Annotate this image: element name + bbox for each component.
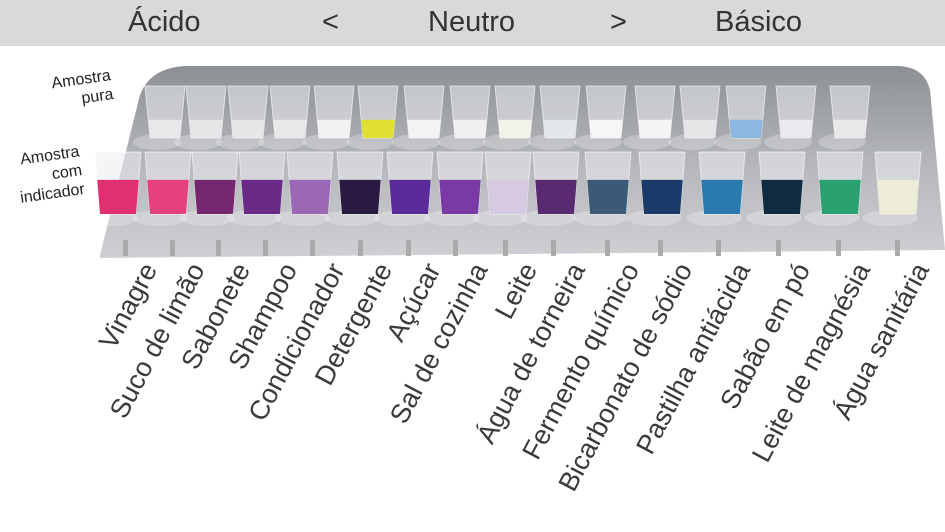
- label-tick: [170, 240, 175, 256]
- greater-than-sign: >: [610, 6, 627, 38]
- pure-sample-cup-liquid: [189, 119, 223, 138]
- pure-sample-cup: [818, 85, 871, 150]
- pure-sample-cup-liquid: [498, 119, 532, 138]
- pure-sample-cup-liquid: [683, 119, 717, 138]
- pure-sample-cup: [302, 85, 355, 150]
- indicator-sample-cup: [274, 151, 334, 226]
- indicator-sample-cup-liquid: [819, 179, 861, 214]
- pure-sample-cup-liquid: [361, 119, 395, 138]
- label-tick: [716, 240, 721, 256]
- indicator-sample-cup-liquid: [761, 179, 803, 214]
- label-tick: [658, 240, 663, 256]
- indicator-sample-cup: [626, 151, 686, 226]
- label-tick: [406, 240, 411, 256]
- indicator-sample-cup-liquid: [587, 179, 629, 214]
- row-label-indicator: Amostra com indicador: [19, 143, 86, 207]
- label-tick: [836, 240, 841, 256]
- pure-sample-cup-liquid: [231, 119, 265, 138]
- label-tick: [605, 240, 610, 256]
- indicator-sample-cup-liquid: [487, 179, 529, 214]
- ph-scale-bar: Ácido < Neutro > Básico: [0, 0, 945, 46]
- pure-sample-cup-liquid: [317, 119, 351, 138]
- pure-sample-cup: [764, 85, 817, 150]
- indicator-sample-cup-liquid: [339, 179, 381, 214]
- label-tick: [263, 240, 268, 256]
- pure-sample-cup-liquid: [833, 119, 867, 138]
- indicator-sample-cup-liquid: [701, 179, 743, 214]
- basic-label: Básico: [715, 6, 803, 38]
- indicator-sample-cup-liquid: [97, 179, 139, 214]
- pure-sample-cup-liquid: [589, 119, 623, 138]
- indicator-sample-cup-liquid: [389, 179, 431, 214]
- indicator-sample-cup-liquid: [289, 179, 331, 214]
- pure-sample-cup: [174, 85, 227, 150]
- pure-sample-cup-liquid: [148, 119, 182, 138]
- indicator-sample-cup: [804, 151, 864, 226]
- label-tick: [503, 240, 508, 256]
- pure-sample-cup: [216, 85, 269, 150]
- pure-sample-cup: [133, 85, 186, 150]
- pure-sample-cup-liquid: [638, 119, 672, 138]
- indicator-sample-cup: [862, 151, 922, 226]
- indicator-sample-cup: [746, 151, 806, 226]
- label-tick: [895, 240, 900, 256]
- pure-sample-cup-liquid: [543, 119, 577, 138]
- pure-sample-cup: [392, 85, 445, 150]
- indicator-sample-cup: [82, 151, 142, 226]
- indicator-sample-cup-liquid: [877, 179, 919, 214]
- pure-sample-cup-liquid: [779, 119, 813, 138]
- pure-sample-cup-liquid: [273, 119, 307, 138]
- pure-sample-cup: [714, 85, 767, 150]
- indicator-sample-cup-liquid: [147, 179, 189, 214]
- indicator-sample-cup: [132, 151, 192, 226]
- label-tick: [216, 240, 221, 256]
- neutral-label: Neutro: [428, 6, 516, 38]
- indicator-sample-cup: [324, 151, 384, 226]
- less-than-sign: <: [322, 6, 339, 38]
- indicator-sample-cup-liquid: [194, 179, 236, 214]
- indicator-sample-cup: [686, 151, 746, 226]
- indicator-sample-cup-liquid: [641, 179, 683, 214]
- acid-label: Ácido: [128, 6, 201, 38]
- indicator-sample-cup: [226, 151, 286, 226]
- indicator-sample-cup-liquid: [439, 179, 481, 214]
- pure-sample-cup-liquid: [453, 119, 487, 138]
- pure-sample-cup: [528, 85, 581, 150]
- indicator-sample-cup: [179, 151, 239, 226]
- label-tick: [551, 240, 556, 256]
- indicator-sample-cup-liquid: [241, 179, 283, 214]
- indicator-sample-cup: [472, 151, 532, 226]
- label-tick: [453, 240, 458, 256]
- pure-sample-cup: [574, 85, 627, 150]
- pure-sample-cup: [258, 85, 311, 150]
- label-tick: [123, 240, 128, 256]
- label-tick: [358, 240, 363, 256]
- indicator-sample-cup: [520, 151, 580, 226]
- pure-sample-cup: [346, 85, 399, 150]
- pure-sample-cup: [668, 85, 721, 150]
- pure-sample-cup-liquid: [407, 119, 441, 138]
- indicator-sample-cup: [374, 151, 434, 226]
- pure-sample-cup: [438, 85, 491, 150]
- pure-sample-cup-liquid: [729, 119, 763, 138]
- indicator-sample-cup: [424, 151, 484, 226]
- pure-sample-cup: [483, 85, 536, 150]
- pure-sample-cup: [623, 85, 676, 150]
- indicator-sample-cup-liquid: [535, 179, 577, 214]
- label-tick: [776, 240, 781, 256]
- indicator-sample-cup: [572, 151, 632, 226]
- label-tick: [310, 240, 315, 256]
